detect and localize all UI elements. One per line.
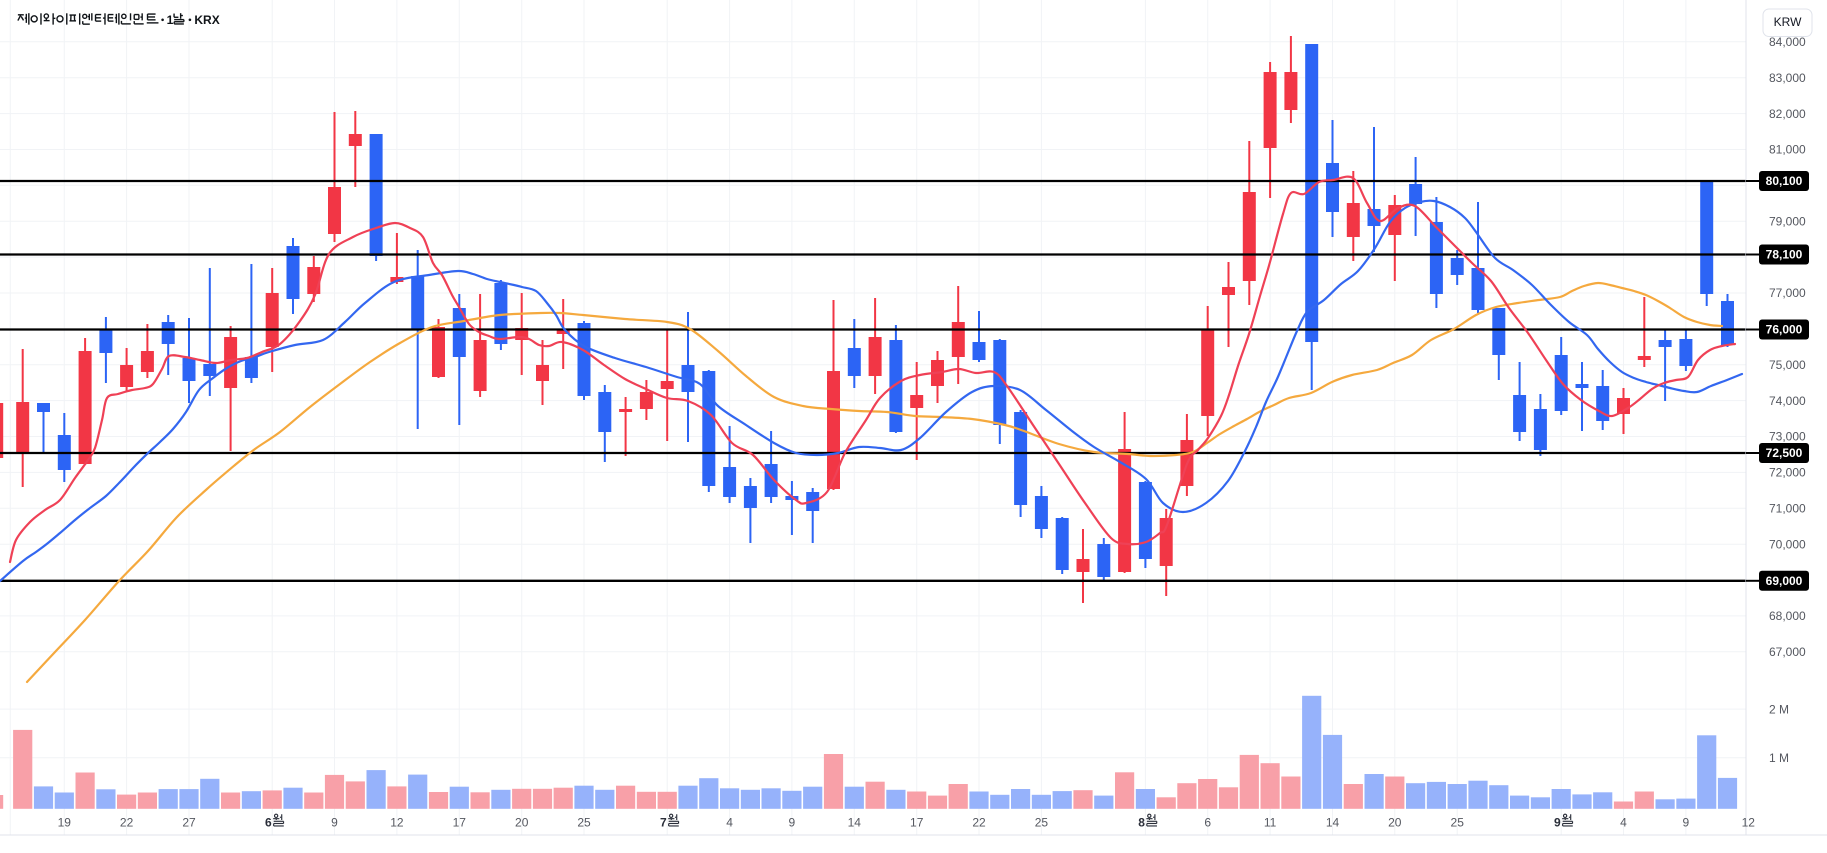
svg-text:74,000: 74,000 — [1769, 394, 1806, 408]
svg-text:9: 9 — [1554, 816, 1561, 830]
svg-text:11: 11 — [1264, 816, 1277, 830]
svg-text:70,000: 70,000 — [1769, 537, 1806, 551]
svg-text:75,000: 75,000 — [1769, 358, 1806, 372]
svg-text:9: 9 — [331, 816, 338, 830]
svg-text:25: 25 — [1451, 816, 1465, 830]
svg-text:22: 22 — [120, 816, 134, 830]
svg-text:7: 7 — [660, 816, 667, 830]
svg-text:14: 14 — [1326, 816, 1340, 830]
svg-text:80,100: 80,100 — [1766, 174, 1803, 188]
svg-text:27: 27 — [182, 816, 196, 830]
svg-text:72,000: 72,000 — [1769, 466, 1806, 480]
svg-text:2 M: 2 M — [1769, 702, 1789, 716]
svg-text:17: 17 — [453, 816, 467, 830]
svg-text:19: 19 — [58, 816, 72, 830]
svg-text:6: 6 — [265, 816, 272, 830]
svg-text:81,000: 81,000 — [1769, 143, 1806, 157]
svg-text:9: 9 — [1683, 816, 1690, 830]
svg-text:22: 22 — [972, 816, 986, 830]
svg-text:20: 20 — [515, 816, 529, 830]
svg-text:1 M: 1 M — [1769, 751, 1789, 765]
svg-text:12: 12 — [390, 816, 404, 830]
svg-text:84,000: 84,000 — [1769, 35, 1806, 49]
svg-text:4: 4 — [1620, 816, 1627, 830]
svg-text:68,000: 68,000 — [1769, 609, 1806, 623]
svg-text:6: 6 — [1204, 816, 1211, 830]
svg-text:8: 8 — [1138, 816, 1145, 830]
svg-text:9: 9 — [789, 816, 796, 830]
svg-text:82,000: 82,000 — [1769, 107, 1806, 121]
svg-text:14: 14 — [848, 816, 862, 830]
svg-text:KRW: KRW — [1774, 15, 1802, 29]
svg-text:78,100: 78,100 — [1766, 248, 1803, 262]
svg-text:73,000: 73,000 — [1769, 430, 1806, 444]
svg-text:76,000: 76,000 — [1766, 323, 1803, 337]
svg-text:17: 17 — [910, 816, 924, 830]
svg-text:77,000: 77,000 — [1769, 286, 1806, 300]
svg-text:69,000: 69,000 — [1766, 574, 1803, 588]
svg-text:1: 1 — [167, 13, 174, 27]
svg-text:20: 20 — [1388, 816, 1402, 830]
svg-text:72,500: 72,500 — [1766, 446, 1803, 460]
svg-text:71,000: 71,000 — [1769, 502, 1806, 516]
svg-text:4: 4 — [726, 816, 733, 830]
svg-text:12: 12 — [1742, 816, 1756, 830]
svg-text:25: 25 — [1035, 816, 1049, 830]
svg-text:67,000: 67,000 — [1769, 645, 1806, 659]
svg-text:83,000: 83,000 — [1769, 71, 1806, 85]
svg-text:25: 25 — [577, 816, 591, 830]
svg-text:79,000: 79,000 — [1769, 214, 1806, 228]
svg-text:KRX: KRX — [194, 13, 219, 27]
